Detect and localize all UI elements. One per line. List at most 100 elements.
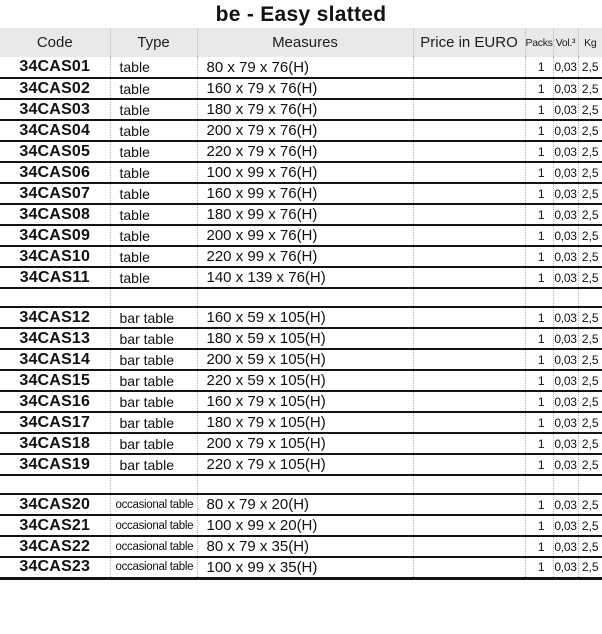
cell-kg: 2,5 [577,349,602,370]
cell-type: table [109,267,197,288]
cell-kg: 2,5 [577,57,602,78]
table-row: 34CAS01 table 80 x 79 x 76(H) 1 0,03 2,5 [0,57,602,78]
cell-code: 34CAS19 [19,455,91,473]
spacer-cell [109,475,197,494]
cell-price [412,246,525,267]
cell-code: 34CAS16 [19,392,91,410]
cell-price [412,494,525,515]
spacer-cell [196,475,413,494]
cell-packs: 1 [524,536,553,557]
table-row: 34CAS10 table 220 x 99 x 76(H) 1 0,03 2,… [0,246,602,267]
cell-measures: 180 x 79 x 76(H) [196,99,413,120]
cell-measures: 100 x 99 x 35(H) [196,557,413,578]
cell-code: 34CAS01 [19,58,91,75]
table-row: 34CAS14 bar table 200 x 59 x 105(H) 1 0,… [0,349,602,370]
cell-measures: 200 x 99 x 76(H) [196,225,413,246]
cell-type: bar table [109,370,197,391]
cell-type: table [109,78,197,99]
cell-price [412,349,525,370]
cell-measures: 140 x 139 x 76(H) [196,267,413,288]
cell-kg: 2,5 [577,433,602,454]
spacer-cell [524,288,553,307]
cell-packs: 1 [524,494,553,515]
table-row: 34CAS13 bar table 180 x 59 x 105(H) 1 0,… [0,328,602,349]
column-header-code: Code [0,28,110,57]
cell-price [412,454,525,475]
cell-type: table [109,99,197,120]
cell-vol: 0,03 [552,141,578,162]
cell-type: bar table [109,454,197,475]
catalog-page: be - Easy slatted Code Type Measures Pri… [0,3,602,580]
cell-measures: 80 x 79 x 35(H) [196,536,413,557]
cell-kg: 2,5 [577,328,602,349]
column-header-type: Type [109,28,197,57]
cell-type: table [109,120,197,141]
table-row: 34CAS02 table 160 x 79 x 76(H) 1 0,03 2,… [0,78,602,99]
cell-code: 34CAS08 [19,205,91,223]
table-row: 34CAS11 table 140 x 139 x 76(H) 1 0,03 2… [0,267,602,288]
cell-code: 34CAS05 [19,142,91,160]
cell-measures: 160 x 79 x 105(H) [196,391,413,412]
cell-vol: 0,03 [552,494,578,515]
cell-packs: 1 [524,120,553,141]
cell-vol: 0,03 [552,307,578,328]
cell-code: 34CAS15 [19,371,91,389]
cell-code: 34CAS04 [19,121,91,139]
column-header-price: Price in EURO [412,28,525,57]
table-row: 34CAS12 bar table 160 x 59 x 105(H) 1 0,… [0,307,602,328]
cell-type: occasional table [109,515,197,536]
cell-type: bar table [109,433,197,454]
cell-packs: 1 [524,246,553,267]
cell-kg: 2,5 [577,454,602,475]
cell-vol: 0,03 [552,391,578,412]
cell-price [412,183,525,204]
cell-code: 34CAS09 [19,226,91,244]
cell-packs: 1 [524,57,553,78]
table-header: Code Type Measures Price in EURO Packs V… [0,28,602,57]
cell-vol: 0,03 [552,349,578,370]
cell-vol: 0,03 [552,370,578,391]
cell-measures: 100 x 99 x 76(H) [196,162,413,183]
table-row: 34CAS20 occasional table 80 x 79 x 20(H)… [0,494,602,515]
cell-measures: 80 x 79 x 20(H) [196,494,413,515]
cell-packs: 1 [524,267,553,288]
cell-packs: 1 [524,141,553,162]
cell-packs: 1 [524,225,553,246]
cell-vol: 0,03 [552,99,578,120]
cell-measures: 80 x 79 x 76(H) [196,57,413,78]
cell-kg: 2,5 [577,391,602,412]
cell-vol: 0,03 [552,412,578,433]
cell-code: 34CAS10 [19,247,91,265]
cell-packs: 1 [524,328,553,349]
table-row: 34CAS08 table 180 x 99 x 76(H) 1 0,03 2,… [0,204,602,225]
cell-code: 34CAS14 [19,350,91,368]
cell-type: table [109,225,197,246]
cell-vol: 0,03 [552,557,578,578]
cell-code: 34CAS18 [19,434,91,452]
cell-kg: 2,5 [577,162,602,183]
cell-packs: 1 [524,183,553,204]
cell-measures: 220 x 79 x 76(H) [196,141,413,162]
table-row: 34CAS18 bar table 200 x 79 x 105(H) 1 0,… [0,433,602,454]
table-row: 34CAS15 bar table 220 x 59 x 105(H) 1 0,… [0,370,602,391]
spacer-cell [109,288,197,307]
cell-type: bar table [109,307,197,328]
table-row: 34CAS17 bar table 180 x 79 x 105(H) 1 0,… [0,412,602,433]
cell-type: occasional table [109,494,197,515]
cell-vol: 0,03 [552,454,578,475]
table-row: 34CAS06 table 100 x 99 x 76(H) 1 0,03 2,… [0,162,602,183]
cell-packs: 1 [524,515,553,536]
cell-packs: 1 [524,307,553,328]
cell-type: table [109,246,197,267]
cell-measures: 200 x 79 x 76(H) [196,120,413,141]
table-row: 34CAS05 table 220 x 79 x 76(H) 1 0,03 2,… [0,141,602,162]
spacer-cell [0,288,110,307]
cell-code: 34CAS12 [19,308,91,326]
product-table: Code Type Measures Price in EURO Packs V… [0,28,602,580]
table-row: 34CAS21 occasional table 100 x 99 x 20(H… [0,515,602,536]
cell-vol: 0,03 [552,433,578,454]
cell-packs: 1 [524,204,553,225]
cell-measures: 100 x 99 x 20(H) [196,515,413,536]
cell-price [412,99,525,120]
cell-type: occasional table [109,536,197,557]
